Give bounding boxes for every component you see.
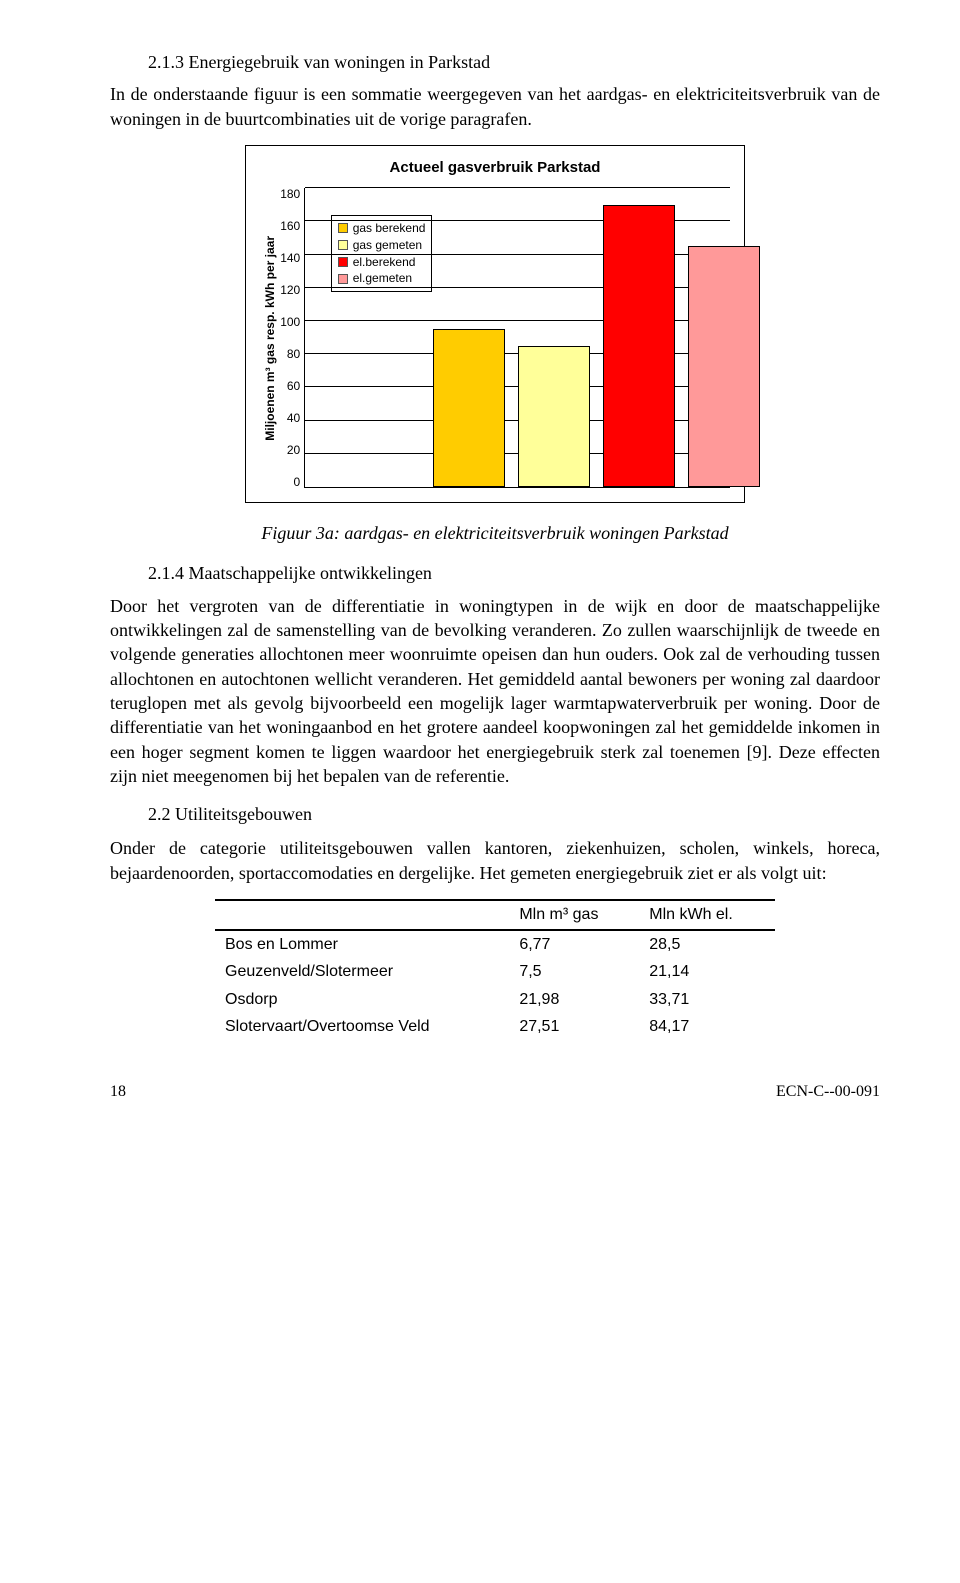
heading-213: 2.1.3 Energiegebruik van woningen in Par… — [148, 50, 880, 74]
legend-item: el.gemeten — [338, 270, 426, 287]
y-tick: 60 — [280, 380, 300, 392]
table-row: Osdorp21,9833,71 — [215, 986, 775, 1014]
grid-line — [305, 187, 730, 188]
table-cell: 27,51 — [509, 1013, 639, 1041]
para-213: In de onderstaande figuur is een sommati… — [110, 82, 880, 131]
table-row: Geuzenveld/Slotermeer7,521,14 — [215, 958, 775, 986]
legend-swatch — [338, 274, 348, 284]
bar-gas-gemeten — [518, 346, 590, 487]
table-cell: 84,17 — [639, 1013, 775, 1041]
page-footer: 18 ECN-C--00-091 — [110, 1081, 880, 1103]
chart-y-ticks: 180 160 140 120 100 80 60 40 20 0 — [280, 188, 304, 488]
y-tick: 40 — [280, 412, 300, 424]
utility-table: Mln m³ gasMln kWh el. Bos en Lommer6,772… — [215, 899, 775, 1041]
table-header: Mln m³ gas — [509, 900, 639, 930]
table-cell: 33,71 — [639, 986, 775, 1014]
para-214: Door het vergroten van de differentiatie… — [110, 594, 880, 788]
table-header: Mln kWh el. — [639, 900, 775, 930]
y-tick: 120 — [280, 284, 300, 296]
table-row: Slotervaart/Overtoomse Veld27,5184,17 — [215, 1013, 775, 1041]
legend-item: gas berekend — [338, 220, 426, 237]
y-tick: 180 — [280, 188, 300, 200]
y-tick: 80 — [280, 348, 300, 360]
chart-frame: Actueel gasverbruik Parkstad Miljoenen m… — [245, 145, 745, 503]
table-cell: 6,77 — [509, 930, 639, 959]
y-tick: 160 — [280, 220, 300, 232]
legend-item: el.berekend — [338, 254, 426, 271]
chart-y-axis-label: Miljoenen m³ gas resp. kWh per jaar — [260, 236, 280, 441]
legend-swatch — [338, 223, 348, 233]
table-cell: 21,14 — [639, 958, 775, 986]
y-tick: 20 — [280, 444, 300, 456]
legend-swatch — [338, 240, 348, 250]
y-tick: 0 — [280, 476, 300, 488]
bar-gas-berekend — [433, 329, 505, 487]
legend-label: el.gemeten — [353, 270, 412, 287]
bar-el-berekend — [603, 205, 675, 487]
legend-swatch — [338, 257, 348, 267]
table-cell: Osdorp — [215, 986, 509, 1014]
figure-caption: Figuur 3a: aardgas- en elektriciteitsver… — [110, 521, 880, 545]
table-header — [215, 900, 509, 930]
legend-label: gas gemeten — [353, 237, 422, 254]
table-cell: 7,5 — [509, 958, 639, 986]
heading-22: 2.2 Utiliteitsgebouwen — [148, 802, 880, 826]
bar-el-gemeten — [688, 246, 760, 487]
chart-title: Actueel gasverbruik Parkstad — [260, 158, 730, 178]
y-tick: 140 — [280, 252, 300, 264]
chart-plot-area: gas berekendgas gemetenel.berekendel.gem… — [304, 188, 730, 488]
chart-body: Miljoenen m³ gas resp. kWh per jaar 1801… — [260, 188, 730, 488]
legend-label: el.berekend — [353, 254, 416, 271]
table-cell: 21,98 — [509, 986, 639, 1014]
table-row: Bos en Lommer6,7728,5 — [215, 930, 775, 959]
y-tick: 100 — [280, 316, 300, 328]
para-22: Onder de categorie utiliteitsgebouwen va… — [110, 836, 880, 885]
table-cell: Bos en Lommer — [215, 930, 509, 959]
table-cell: 28,5 — [639, 930, 775, 959]
page-number: 18 — [110, 1081, 126, 1103]
heading-214: 2.1.4 Maatschappelijke ontwikkelingen — [148, 561, 880, 585]
legend-item: gas gemeten — [338, 237, 426, 254]
table-cell: Slotervaart/Overtoomse Veld — [215, 1013, 509, 1041]
doc-id: ECN-C--00-091 — [776, 1081, 880, 1103]
table-cell: Geuzenveld/Slotermeer — [215, 958, 509, 986]
legend-label: gas berekend — [353, 220, 426, 237]
